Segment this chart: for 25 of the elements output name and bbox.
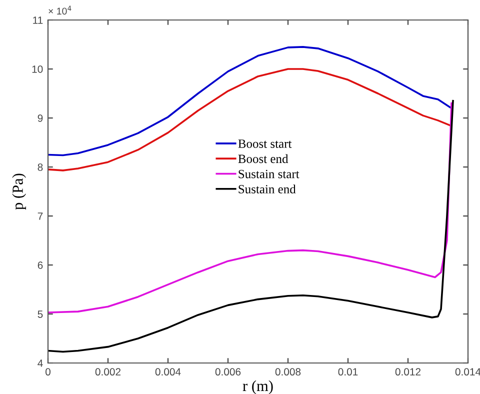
- x-axis-title: r (m): [242, 380, 273, 394]
- line-series: [48, 102, 452, 314]
- y-tick-label: 11: [33, 16, 43, 24]
- x-tick-label: 0.004: [155, 368, 181, 376]
- legend-label: Sustain end: [238, 184, 296, 194]
- x-tick-label: 0.002: [95, 368, 121, 376]
- text: × 10$^{4}$: [48, 6, 72, 15]
- line-series: [48, 100, 454, 353]
- y-tick-label: 8: [38, 164, 43, 171]
- legend-label: Sustain start: [238, 170, 300, 178]
- x-tick-label: 0.008: [275, 368, 301, 376]
- legend-label: Boost end: [238, 154, 288, 164]
- y-tick-label: 10: [32, 66, 43, 73]
- x-tick-label: 0.01: [338, 368, 358, 376]
- x-tick-label: 0.006: [215, 368, 241, 376]
- x-tick-label: 0.012: [395, 368, 421, 376]
- y-tick-label: 7: [38, 212, 43, 220]
- y-tick-label: 9: [38, 114, 43, 122]
- y-tick-label: 6: [38, 262, 43, 269]
- y-axis-title: p (Pa): [12, 174, 26, 210]
- y-tick-label: 5: [38, 310, 43, 318]
- x-tick-label: 0: [46, 368, 50, 376]
- legend-label: Boost start: [238, 140, 292, 148]
- y-tick-label: 4: [38, 360, 43, 367]
- line-series: [48, 68, 451, 172]
